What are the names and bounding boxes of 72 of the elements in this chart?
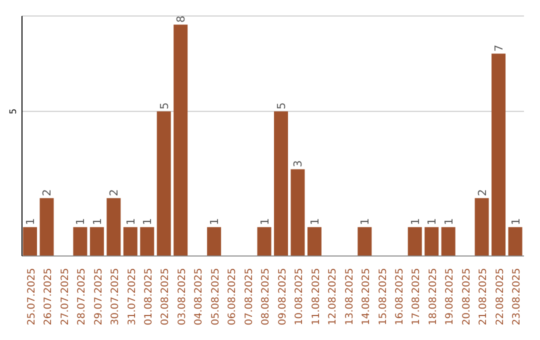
x-tick-label: 12.08.2025 <box>328 268 339 326</box>
data-label: 1 <box>74 218 88 226</box>
data-label: 1 <box>258 218 272 226</box>
data-label: 5 <box>158 102 171 110</box>
x-tick-label: 31.07.2025 <box>126 268 138 326</box>
x-tick-label: 11.08.2025 <box>310 268 322 326</box>
bar <box>23 227 37 256</box>
data-label: 5 <box>275 102 288 110</box>
data-label: 1 <box>408 218 422 226</box>
data-label: 8 <box>174 16 188 23</box>
x-tick-label: 04.08.2025 <box>194 268 205 326</box>
x-tick-label: 27.07.2025 <box>60 268 71 326</box>
x-tick-label: 01.08.2025 <box>144 268 154 326</box>
data-label: 3 <box>292 160 305 168</box>
x-tick-label: 28.07.2025 <box>76 268 88 326</box>
data-label: 1 <box>442 218 456 226</box>
bar <box>40 198 54 256</box>
x-tick-label: 02.08.2025 <box>160 268 172 326</box>
bar <box>424 227 439 256</box>
bar <box>274 111 288 256</box>
data-label: 1 <box>141 218 154 226</box>
data-label: 1 <box>426 218 439 226</box>
x-tick-label: 19.08.2025 <box>444 268 456 326</box>
bar <box>508 227 522 256</box>
x-tick-label: 22.08.2025 <box>494 268 506 326</box>
data-label: 1 <box>308 218 322 226</box>
bar <box>123 227 138 256</box>
data-label: 2 <box>40 189 54 196</box>
bar <box>140 227 154 256</box>
x-tick-label: 03.08.2025 <box>176 268 188 326</box>
x-tick-label: 23.08.2025 <box>512 268 523 326</box>
data-label: 2 <box>108 189 121 196</box>
data-label: 1 <box>509 218 522 226</box>
data-label: 7 <box>492 44 506 52</box>
bar <box>290 169 305 256</box>
x-tick-label: 10.08.2025 <box>294 268 306 326</box>
x-tick-label: 30.07.2025 <box>110 268 122 326</box>
bar <box>307 227 322 256</box>
bar <box>174 24 188 256</box>
bar <box>358 227 372 256</box>
bar <box>207 227 222 256</box>
x-tick-label: 18.08.2025 <box>428 268 439 326</box>
bar <box>408 227 422 256</box>
x-tick-label: 17.08.2025 <box>411 268 422 326</box>
bar <box>156 111 171 256</box>
x-tick-label: 29.07.2025 <box>93 268 104 326</box>
x-tick-label: 20.08.2025 <box>461 268 472 326</box>
bar <box>73 227 88 256</box>
x-tick-label: 09.08.2025 <box>277 268 288 326</box>
data-label: 2 <box>476 189 489 196</box>
bar <box>474 198 489 256</box>
bar <box>441 227 456 256</box>
x-tick-label: 13.08.2025 <box>344 268 356 326</box>
x-tick-label: 06.08.2025 <box>227 268 238 326</box>
x-tick-label: 05.08.2025 <box>210 268 222 326</box>
data-label: 1 <box>358 218 372 226</box>
x-tick-label: 26.07.2025 <box>43 268 54 326</box>
x-tick-label: 08.08.2025 <box>260 268 272 326</box>
bar <box>106 198 121 256</box>
data-label: 1 <box>124 218 138 226</box>
data-label: 1 <box>24 218 37 226</box>
bar <box>492 54 506 256</box>
x-tick-label: 14.08.2025 <box>361 268 372 326</box>
x-tick-label: 07.08.2025 <box>244 268 255 326</box>
bar <box>90 227 104 256</box>
x-tick-label: 16.08.2025 <box>394 268 406 326</box>
data-label: 1 <box>90 218 104 226</box>
bar <box>257 227 272 256</box>
x-tick-label: 25.07.2025 <box>26 268 38 326</box>
x-tick-label: 15.08.2025 <box>378 268 389 326</box>
data-label: 1 <box>208 218 222 226</box>
x-tick-label: 21.08.2025 <box>478 268 490 326</box>
